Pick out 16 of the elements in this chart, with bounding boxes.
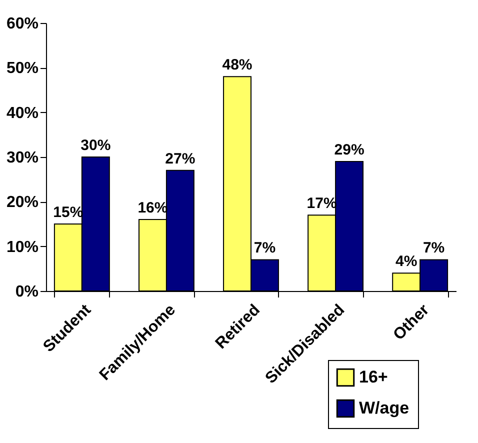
y-tick-label: 50%: [6, 60, 38, 78]
data-label: 7%: [422, 240, 445, 257]
y-tick-label: 20%: [6, 194, 38, 212]
y-tick-label: 0%: [15, 284, 38, 300]
data-label: 48%: [222, 56, 252, 74]
legend-label: W/age: [359, 398, 410, 418]
y-tick-label: 60%: [6, 16, 38, 32]
data-label: 7%: [254, 240, 276, 257]
data-label: 27%: [165, 150, 196, 168]
data-label: 30%: [80, 137, 111, 154]
y-tick-label: 40%: [6, 104, 38, 122]
y-tick-label: 10%: [6, 238, 38, 256]
data-label: 4%: [395, 253, 418, 270]
y-tick-label: 30%: [6, 150, 38, 166]
data-label: 29%: [334, 141, 364, 158]
legend-label: 16+: [359, 368, 388, 386]
